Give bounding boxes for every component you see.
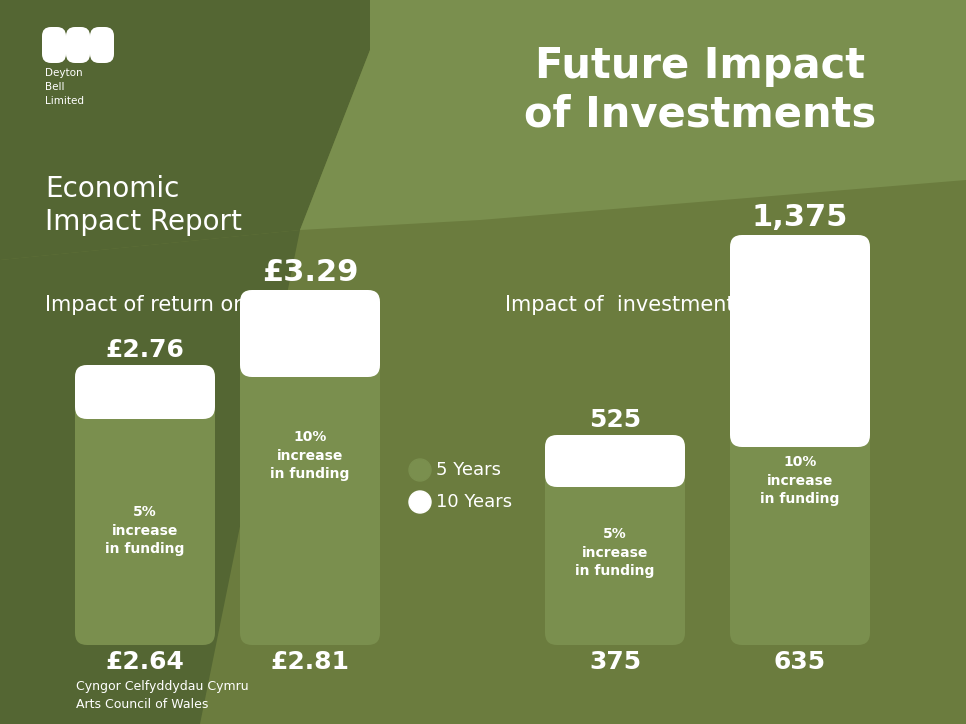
FancyBboxPatch shape — [545, 435, 685, 645]
FancyBboxPatch shape — [730, 235, 870, 447]
Text: Cyngor Celfyddydau Cymru
Arts Council of Wales: Cyngor Celfyddydau Cymru Arts Council of… — [76, 680, 248, 711]
Circle shape — [409, 459, 431, 481]
Bar — [245, 360, 375, 374]
Text: £2.64: £2.64 — [105, 650, 185, 674]
FancyBboxPatch shape — [90, 27, 114, 63]
Text: Economic
Impact Report: Economic Impact Report — [45, 175, 242, 237]
FancyBboxPatch shape — [66, 27, 90, 63]
Text: 10%
increase
in funding: 10% increase in funding — [270, 430, 350, 481]
Polygon shape — [0, 0, 370, 260]
Text: £2.81: £2.81 — [270, 650, 350, 674]
Text: 1,375: 1,375 — [752, 203, 848, 232]
FancyBboxPatch shape — [545, 435, 685, 487]
Text: 5%
increase
in funding: 5% increase in funding — [105, 505, 185, 556]
FancyBboxPatch shape — [42, 27, 66, 63]
Text: £3.29: £3.29 — [262, 258, 358, 287]
Polygon shape — [0, 230, 300, 724]
Text: 10%
increase
in funding: 10% increase in funding — [760, 455, 839, 506]
Polygon shape — [300, 0, 966, 230]
Text: Impact of  investment on jobs: Impact of investment on jobs — [505, 295, 816, 315]
Text: Deyton
Bell
Limited: Deyton Bell Limited — [45, 68, 84, 106]
Text: 5%
increase
in funding: 5% increase in funding — [576, 528, 655, 578]
FancyBboxPatch shape — [730, 235, 870, 645]
Bar — [550, 470, 680, 484]
FancyBboxPatch shape — [240, 290, 380, 377]
Bar — [735, 430, 865, 444]
Text: Future Impact
of Investments: Future Impact of Investments — [524, 45, 876, 135]
Text: Impact of return on investment: Impact of return on investment — [45, 295, 371, 315]
Text: 525: 525 — [589, 408, 641, 432]
Text: 10 Years: 10 Years — [436, 493, 512, 511]
FancyBboxPatch shape — [75, 365, 215, 419]
FancyBboxPatch shape — [240, 290, 380, 645]
Text: 375: 375 — [589, 650, 641, 674]
Text: 635: 635 — [774, 650, 826, 674]
Circle shape — [409, 491, 431, 513]
Text: 5 Years: 5 Years — [436, 461, 501, 479]
FancyBboxPatch shape — [75, 365, 215, 645]
Bar — [80, 402, 210, 416]
Text: £2.76: £2.76 — [105, 338, 185, 362]
